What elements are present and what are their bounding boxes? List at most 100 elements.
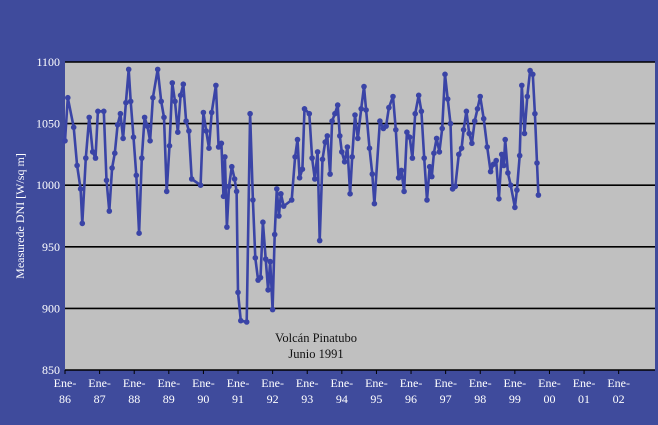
y-tick-label-900: 900 — [42, 301, 60, 315]
x-tick-label-top-15: Ene- — [573, 376, 596, 390]
data-point — [460, 127, 467, 133]
x-tick-label-top-2: Ene- — [123, 376, 146, 390]
data-point — [433, 135, 440, 142]
data-point — [288, 197, 295, 203]
data-point — [442, 71, 448, 78]
series-layer — [62, 66, 542, 325]
data-point — [377, 118, 383, 124]
data-point — [458, 145, 465, 151]
data-point — [147, 138, 153, 144]
x-tick-label-top-8: Ene- — [331, 376, 354, 390]
data-point — [86, 114, 92, 121]
data-point — [294, 136, 301, 143]
data-point — [106, 208, 113, 214]
data-point — [136, 230, 142, 236]
data-point — [395, 175, 402, 181]
x-tick-label-bottom-7: 93 — [301, 392, 313, 406]
data-point — [250, 197, 256, 203]
data-point — [166, 143, 173, 149]
data-point — [447, 120, 454, 127]
y-tick-label-1100: 1100 — [36, 55, 60, 69]
data-point — [74, 162, 80, 169]
data-point — [120, 135, 126, 142]
x-tick-label-bottom-5: 91 — [232, 392, 244, 406]
data-point — [505, 170, 511, 176]
data-point — [530, 71, 536, 78]
data-point — [70, 124, 77, 131]
data-point — [296, 175, 303, 181]
x-tick-label-top-4: Ene- — [192, 376, 215, 390]
data-point — [496, 196, 502, 202]
data-point — [130, 134, 137, 140]
data-point — [347, 191, 353, 197]
data-point — [334, 102, 341, 108]
data-point — [103, 177, 110, 184]
x-tick-label-top-16: Ene- — [607, 376, 630, 390]
x-tick-label-bottom-10: 96 — [405, 392, 417, 406]
data-point — [206, 145, 212, 151]
data-point — [349, 154, 356, 160]
data-point — [203, 128, 209, 134]
x-tick-label-top-9: Ene- — [365, 376, 388, 390]
data-point — [369, 171, 376, 177]
data-point — [361, 83, 367, 90]
data-point — [92, 155, 99, 161]
data-point — [280, 203, 287, 209]
data-point — [418, 108, 425, 115]
data-point — [431, 150, 437, 156]
data-point — [322, 139, 329, 145]
data-point — [421, 155, 428, 161]
data-point — [319, 156, 326, 163]
data-point — [252, 255, 259, 261]
data-point — [436, 149, 443, 155]
data-point — [390, 93, 396, 100]
x-tick-label-top-10: Ene- — [400, 376, 423, 390]
data-point — [383, 123, 389, 129]
data-point — [332, 110, 338, 117]
data-point — [409, 155, 416, 161]
data-point — [301, 106, 308, 112]
data-point — [257, 274, 264, 281]
data-point — [309, 155, 315, 161]
data-point — [316, 237, 323, 244]
data-point — [429, 173, 435, 180]
data-point — [109, 165, 115, 171]
data-point — [501, 162, 507, 169]
data-point — [484, 144, 491, 150]
data-point — [337, 133, 343, 139]
data-point — [213, 82, 219, 89]
data-point — [278, 191, 284, 197]
data-point — [344, 144, 351, 150]
data-point — [456, 151, 462, 158]
data-point — [366, 145, 373, 151]
data-point — [274, 186, 280, 192]
x-tick-label-top-13: Ene- — [504, 376, 527, 390]
data-point — [123, 99, 129, 106]
data-point — [224, 224, 230, 230]
data-point — [125, 66, 132, 73]
data-point — [169, 80, 176, 86]
data-point — [163, 188, 170, 195]
y-tick-label-850: 850 — [42, 363, 60, 377]
data-point — [186, 128, 192, 134]
data-point — [197, 182, 204, 188]
data-point — [271, 231, 278, 238]
data-point — [363, 107, 369, 113]
x-tick-labels: Ene- 86 Ene- 87 Ene- 88 Ene- 89 Ene- 90 Ene- 91 Ene-… — [54, 370, 630, 406]
data-point — [200, 109, 207, 116]
data-point — [480, 115, 487, 122]
y-tick-label-1000: 1000 — [36, 178, 60, 192]
data-point — [386, 104, 392, 111]
data-point — [247, 110, 253, 117]
data-point — [415, 92, 422, 99]
data-point — [154, 66, 161, 73]
data-point — [507, 182, 514, 188]
data-point — [79, 220, 86, 227]
data-point — [262, 256, 269, 262]
data-point — [95, 108, 101, 115]
x-tick-label-bottom-11: 97 — [440, 392, 452, 406]
data-point — [519, 82, 525, 89]
data-point — [292, 154, 298, 160]
data-point — [498, 151, 505, 158]
